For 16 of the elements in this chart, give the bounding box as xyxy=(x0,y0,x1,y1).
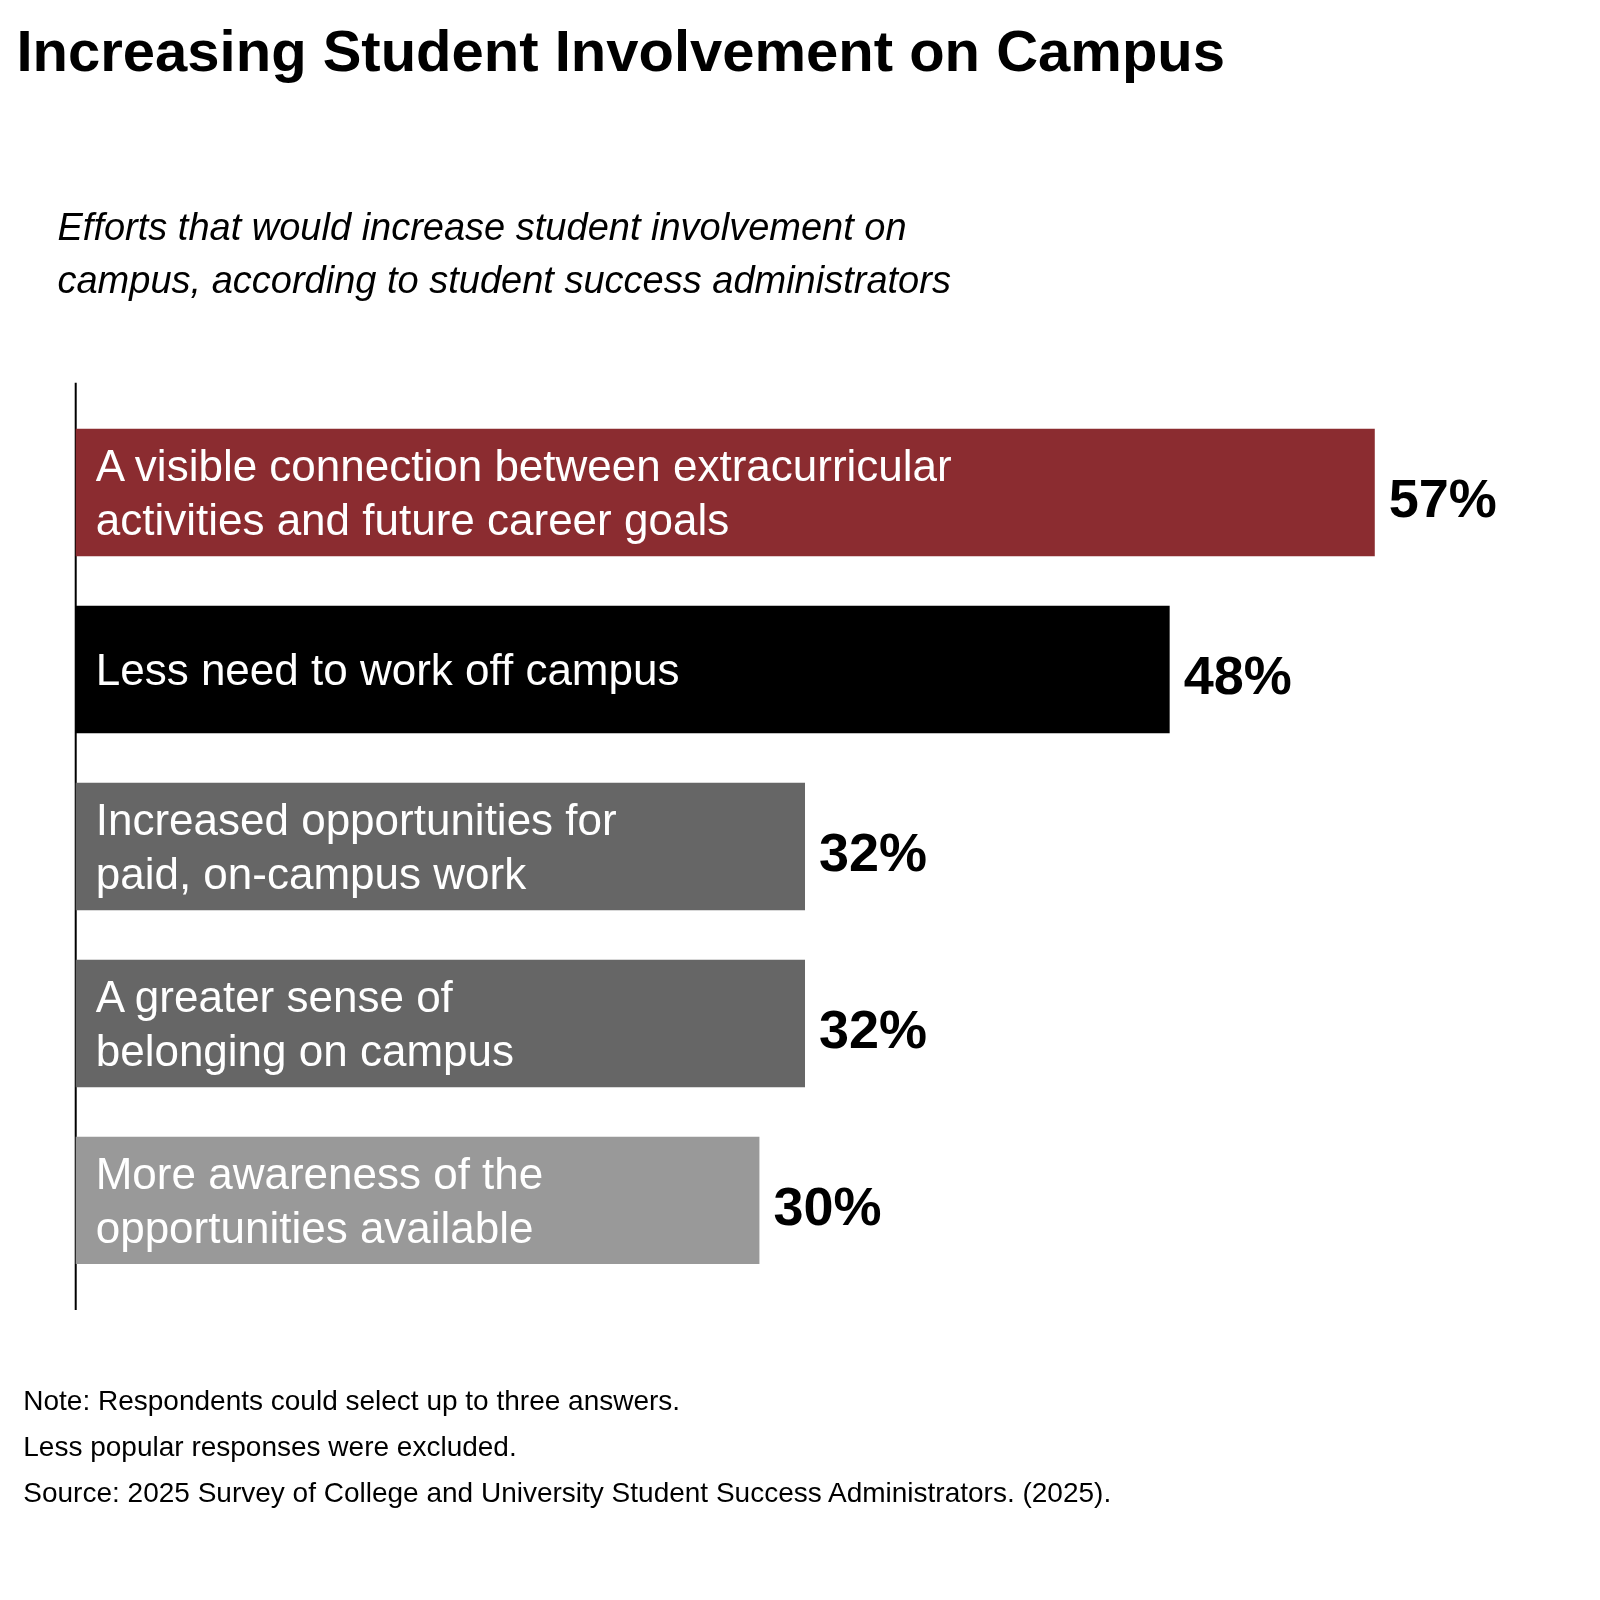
y-tick-label: Increased opportunities for paid, on-campus work xyxy=(95,794,617,898)
y-tick-label: A greater sense of belonging on campus xyxy=(95,971,515,1075)
data-label: 32% xyxy=(819,999,928,1060)
chart-title: Increasing Student Involvement on Campus xyxy=(16,17,1225,83)
text: Note: Respondents could select up to three answers. xyxy=(23,1384,681,1416)
y-tick-label: Less need to work off campus xyxy=(95,644,680,694)
data-label: 48% xyxy=(1183,645,1292,706)
data-label: 57% xyxy=(1388,468,1497,529)
data-label: 30% xyxy=(773,1176,882,1237)
y-tick-label: A visible connection between extracurricular activities and future career goals xyxy=(95,441,952,544)
source-note: Source: 2025 Survey of College and University Student Success Administrators. (2025). xyxy=(23,1476,1112,1508)
chart-subtitle: Efforts that would increase student involvement on campus, according to student success administrators xyxy=(57,206,951,301)
text: Less popular responses were excluded. xyxy=(23,1430,517,1462)
bar xyxy=(75,959,806,1088)
data-label: 32% xyxy=(819,822,928,883)
y-tick-label: More awareness of the opportunities available xyxy=(95,1148,544,1252)
